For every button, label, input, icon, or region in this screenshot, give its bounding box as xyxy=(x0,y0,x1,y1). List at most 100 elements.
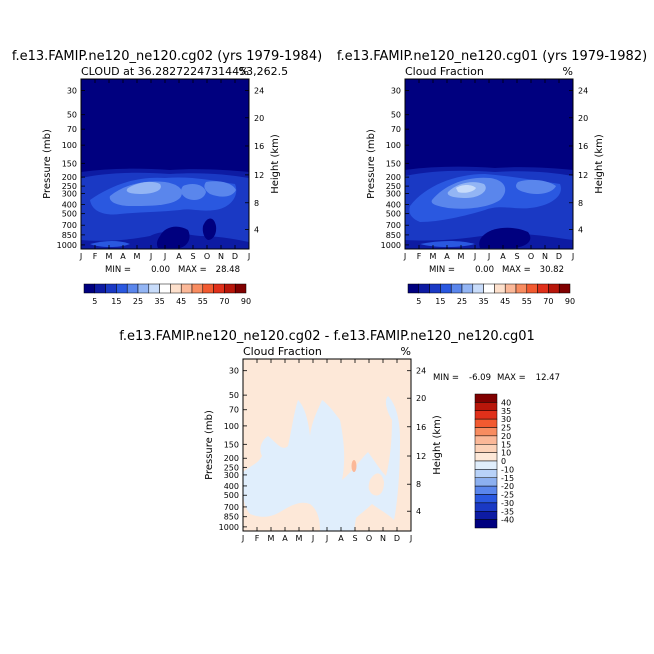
colorbar-swatch xyxy=(515,283,528,294)
panel-cg02-min-value: 0.00 xyxy=(151,265,170,275)
colorbar-swatch xyxy=(474,435,498,445)
colorbar-swatch xyxy=(148,283,160,294)
y-tick-label: 500 xyxy=(224,491,239,500)
y-tick-label: 30 xyxy=(229,367,239,376)
colorbar-swatch xyxy=(224,283,236,294)
y-tick-label: 300 xyxy=(386,190,401,199)
y2-tick-label: 12 xyxy=(578,171,588,180)
colorbar-swatch xyxy=(474,444,498,453)
panel-cg02-colorbar: 5 15 25 35 45 55 70 90 xyxy=(83,283,251,306)
y-tick-label: 150 xyxy=(386,159,401,168)
colorbar-swatch xyxy=(474,410,498,420)
y2-tick-label: 12 xyxy=(254,171,264,180)
colorbar-label: -20 xyxy=(501,482,514,491)
colorbar-label: 30 xyxy=(501,415,511,424)
colorbar-label: 45 xyxy=(500,297,510,306)
colorbar-swatch xyxy=(418,283,430,294)
colorbar-label: -30 xyxy=(501,499,514,508)
panel-difference-min-value: -6.09 xyxy=(469,373,491,383)
y2-tick-label: 20 xyxy=(254,114,264,123)
colorbar-swatch xyxy=(474,469,498,478)
y-tick-label: 400 xyxy=(224,482,239,491)
colorbar-label: 55 xyxy=(198,297,208,306)
x-tick-label: J xyxy=(487,252,490,261)
y-tick-label: 850 xyxy=(386,231,401,240)
panel-cg02-contours xyxy=(81,79,249,249)
y-tick-label: 200 xyxy=(62,173,77,182)
y-tick-label: 50 xyxy=(229,391,239,400)
contour-level-neg10-0 xyxy=(243,396,400,531)
colorbar-swatch xyxy=(548,283,560,294)
colorbar-label: 35 xyxy=(501,407,511,416)
panel-cg01-units: % xyxy=(563,65,573,78)
panel-cg02: f.e13.FAMIP.ne120_ne120.cg02 (yrs 1979-1… xyxy=(12,49,322,306)
x-tick-label: J xyxy=(473,252,476,261)
colorbar-swatch xyxy=(213,283,225,294)
y-tick-label: 150 xyxy=(224,440,239,449)
contour-level-20-25-b xyxy=(516,179,556,194)
contour-level-30-35 xyxy=(456,185,476,193)
colorbar-swatch xyxy=(474,452,498,462)
panel-cg01-max-value: 30.82 xyxy=(540,265,564,275)
y-tick-label: 1000 xyxy=(381,241,401,250)
y2-tick-label: 20 xyxy=(416,394,426,403)
colorbar-swatch xyxy=(137,283,150,294)
y2-tick-label: 4 xyxy=(254,225,259,234)
colorbar-label: 90 xyxy=(241,297,251,306)
colorbar-label: 5 xyxy=(92,297,97,306)
colorbar-swatch xyxy=(558,283,571,294)
contour-minimum-b xyxy=(202,218,217,240)
colorbar-swatch xyxy=(474,427,498,437)
y-tick-label: 850 xyxy=(224,513,239,522)
colorbar-swatch xyxy=(472,283,484,294)
x-tick-label: O xyxy=(366,534,372,543)
x-tick-label: A xyxy=(444,252,450,261)
colorbar-swatch xyxy=(474,502,498,512)
x-tick-label: N xyxy=(542,252,548,261)
panel-cg02-axes: J F M A M J J A S O N D J305070100150200250300400500… xyxy=(57,79,264,261)
y-tick-label: 70 xyxy=(67,125,77,134)
panel-cg01: f.e13.FAMIP.ne120_ne120.cg01 (yrs 1979-1… xyxy=(337,49,647,306)
colorbar-label: 15 xyxy=(435,297,445,306)
contour-peak-positive xyxy=(351,460,357,472)
panel-cg01-ylabel: Pressure (mb) xyxy=(366,129,377,199)
contour-minimum-a xyxy=(156,226,190,248)
x-tick-label: J xyxy=(571,252,574,261)
colorbar-swatch xyxy=(461,283,474,294)
colorbar-label: 55 xyxy=(522,297,532,306)
x-tick-label: M xyxy=(268,534,275,543)
y-tick-label: 700 xyxy=(62,221,77,230)
x-tick-label: J xyxy=(247,252,250,261)
contour-level-20-25 xyxy=(109,181,183,206)
panel-cg02-min-label: MIN = xyxy=(105,265,131,275)
colorbar-label: 5 xyxy=(416,297,421,306)
x-tick-label: A xyxy=(500,252,506,261)
colorbar-swatch xyxy=(474,485,498,495)
colorbar-label: 70 xyxy=(543,297,553,306)
x-tick-label: O xyxy=(528,252,534,261)
colorbar-label: -25 xyxy=(501,491,514,500)
x-tick-label: A xyxy=(176,252,182,261)
x-tick-label: M xyxy=(134,252,141,261)
x-tick-label: J xyxy=(79,252,82,261)
x-tick-label: J xyxy=(163,252,166,261)
colorbar-swatch xyxy=(440,283,452,294)
y2-tick-label: 4 xyxy=(416,507,421,516)
colorbar-swatch xyxy=(116,283,128,294)
colorbar-swatch xyxy=(474,494,498,504)
panel-cg01-min-label: MIN = xyxy=(429,265,455,275)
colorbar-label: 25 xyxy=(133,297,143,306)
x-tick-label: N xyxy=(380,534,386,543)
y-tick-label: 30 xyxy=(391,87,401,96)
colorbar-swatch xyxy=(83,283,96,294)
y2-tick-label: 12 xyxy=(416,452,426,461)
panel-cg02-subtitle: CLOUD at 36.28272247314453,262.5 xyxy=(81,65,288,78)
y-tick-label: 250 xyxy=(224,463,239,472)
y2-tick-label: 24 xyxy=(578,87,588,96)
colorbar-label: 20 xyxy=(501,432,511,441)
panel-cg01-axes: J F M A M J J A S O N D J305070100150200250300400500… xyxy=(381,79,588,261)
colorbar-label: 35 xyxy=(479,297,489,306)
x-tick-label: S xyxy=(514,252,519,261)
x-tick-label: J xyxy=(311,534,314,543)
